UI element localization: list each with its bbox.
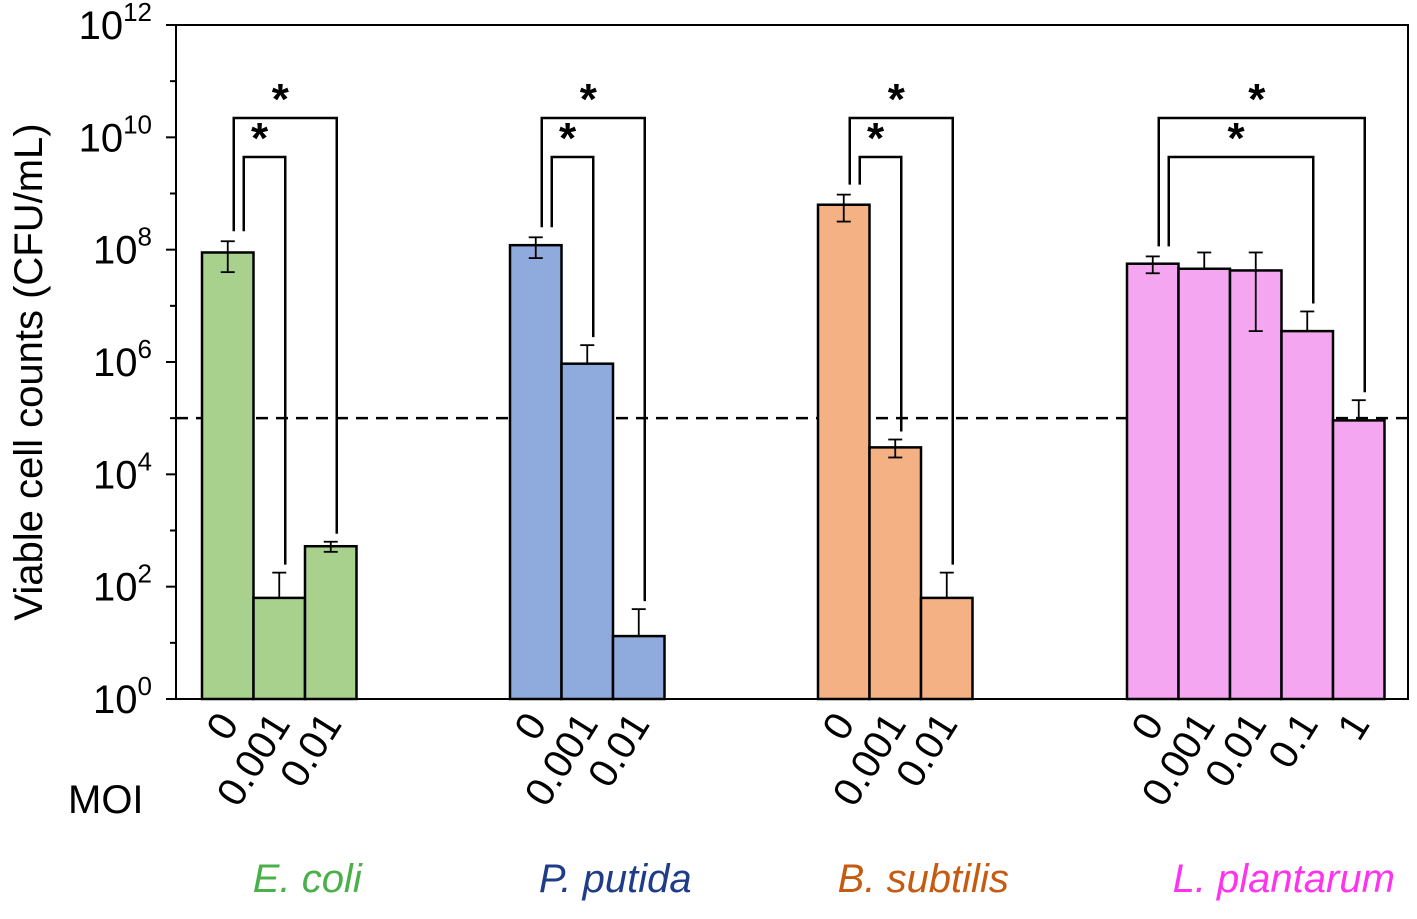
significance-star: * [867, 114, 885, 163]
bar [868, 446, 923, 701]
bar [560, 362, 615, 701]
group-label: P. putida [539, 857, 692, 901]
significance-bracket [1167, 155, 1315, 304]
significance-star: * [1227, 114, 1245, 163]
bar [1228, 269, 1283, 701]
moi-label: MOI [68, 778, 144, 822]
y-tick-label: 104 [93, 446, 152, 497]
bar [1177, 267, 1232, 701]
bar [1280, 329, 1335, 701]
significance-star: * [580, 75, 598, 124]
y-tick-label: 100 [93, 671, 152, 722]
bar [200, 251, 255, 701]
significance-bracket [232, 116, 338, 534]
y-tick-label: 1010 [79, 109, 152, 160]
group-label: L. plantarum [1173, 857, 1395, 901]
bar [919, 596, 974, 701]
bar [303, 544, 358, 701]
bar [1125, 262, 1180, 701]
significance-star: * [1248, 75, 1266, 124]
significance-bracket [550, 155, 595, 338]
bar [252, 596, 307, 701]
significance-star: * [559, 114, 577, 163]
y-tick-label: 1012 [79, 0, 152, 48]
y-tick-label: 102 [93, 559, 152, 610]
bar [508, 243, 563, 701]
significance-star: * [272, 75, 290, 124]
significance-bracket [848, 116, 954, 565]
significance-bracket [858, 155, 903, 432]
significance-star: * [888, 75, 906, 124]
bar [1331, 419, 1386, 701]
group-label: E. coli [253, 857, 363, 901]
significance-star: * [251, 114, 269, 163]
significance-bracket [1157, 116, 1366, 393]
x-tick-label: 1 [1329, 705, 1378, 747]
significance-bracket [242, 155, 287, 565]
significance-bracket [540, 116, 646, 602]
y-axis-title: Viable cell counts (CFU/mL) [7, 123, 51, 620]
bar [611, 634, 666, 701]
bar [816, 203, 871, 701]
y-tick-label: 108 [93, 222, 152, 273]
y-tick-label: 106 [93, 334, 152, 385]
group-label: B. subtilis [838, 857, 1009, 901]
x-tick-label: 0.1 [1260, 705, 1327, 775]
